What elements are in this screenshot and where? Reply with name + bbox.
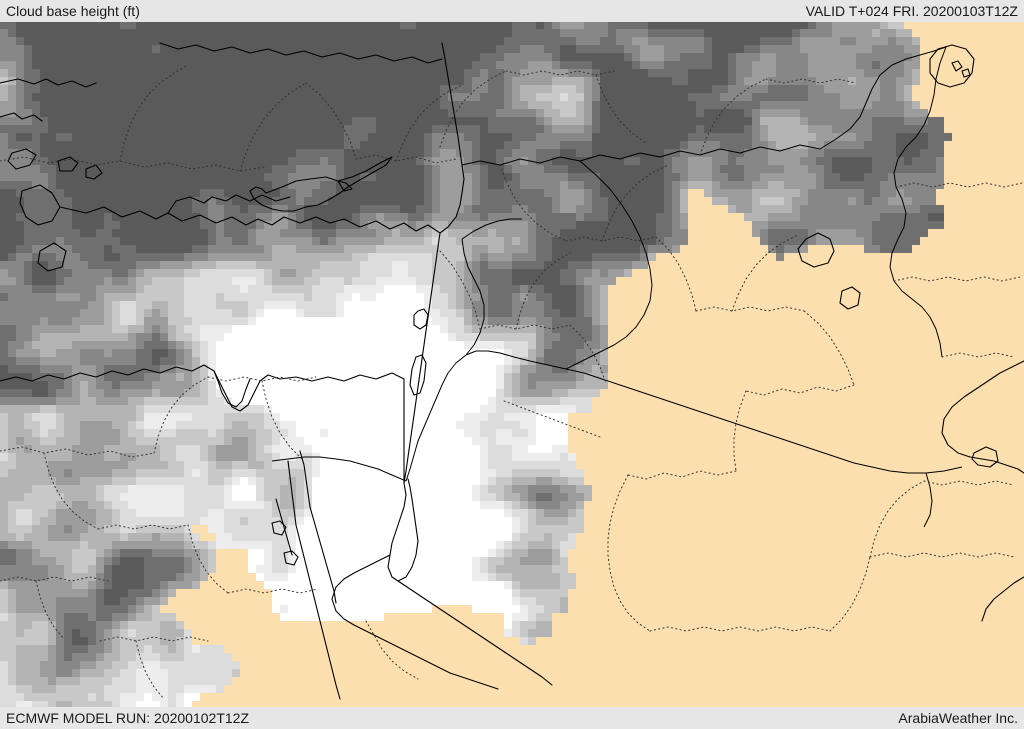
map-vector-overlay [0, 42, 1024, 700]
footer-bar: ECMWF MODEL RUN: 20200102T12Z ArabiaWeat… [0, 707, 1024, 729]
model-run-label: ECMWF MODEL RUN: 20200102T12Z [6, 710, 249, 726]
cloud-base-raster [0, 21, 1024, 708]
page-title: Cloud base height (ft) [6, 3, 140, 19]
valid-time-label: VALID T+024 FRI. 20200103T12Z [805, 3, 1018, 19]
national-borders [271, 46, 963, 528]
header-bar: Cloud base height (ft) VALID T+024 FRI. … [0, 0, 1024, 22]
provider-label: ArabiaWeather Inc. [898, 710, 1018, 726]
map-canvas-area[interactable] [0, 21, 1024, 708]
coastlines [0, 42, 1024, 700]
administrative-boundaries [0, 64, 1023, 700]
